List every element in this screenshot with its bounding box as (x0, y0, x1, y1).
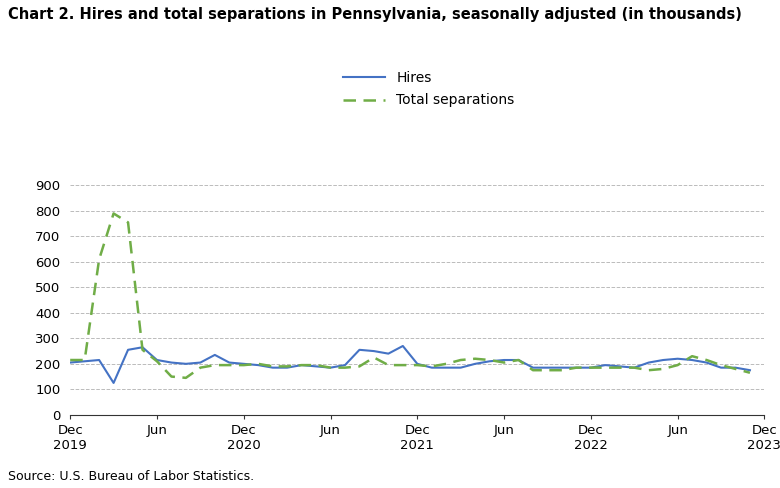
Legend: Hires, Total separations: Hires, Total separations (338, 65, 520, 113)
Text: Chart 2. Hires and total separations in Pennsylvania, seasonally adjusted (in th: Chart 2. Hires and total separations in … (8, 7, 742, 22)
Text: Source: U.S. Bureau of Labor Statistics.: Source: U.S. Bureau of Labor Statistics. (8, 470, 254, 483)
